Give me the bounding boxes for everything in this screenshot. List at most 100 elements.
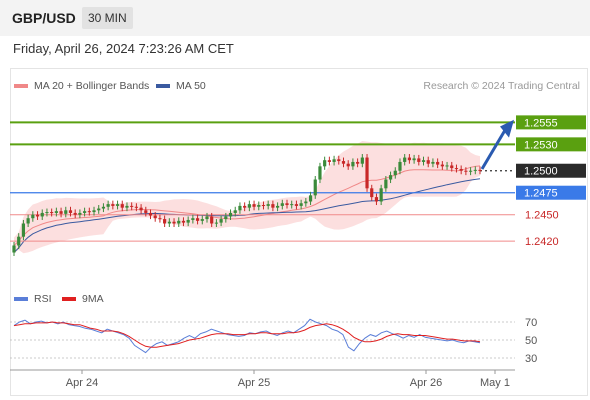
candle-body: [21, 223, 26, 237]
candle-body: [346, 163, 350, 167]
legend-ma9: 9MA: [62, 293, 104, 305]
candle-body: [97, 208, 101, 211]
ma20-swatch: [14, 84, 28, 89]
candle-body: [351, 161, 355, 167]
candle-body: [290, 204, 294, 206]
candle-body: [191, 218, 195, 220]
level-tag-1.2530: [516, 137, 586, 152]
candle-body: [285, 203, 289, 206]
candle-body: [365, 157, 369, 189]
ma50-swatch: [156, 84, 170, 89]
candle-body: [379, 188, 383, 202]
level-tag-price: [516, 163, 586, 178]
candle-body: [87, 211, 91, 213]
candle-body: [388, 175, 393, 180]
bollinger-band: [14, 141, 480, 254]
candle-body: [101, 206, 106, 209]
candle-body: [308, 195, 313, 202]
candle-body: [403, 157, 407, 162]
ma9-swatch: [62, 297, 76, 302]
candle-body: [148, 212, 153, 216]
candle-body: [228, 212, 233, 217]
candle-body: [337, 159, 341, 162]
candle-body: [384, 179, 388, 189]
rsi-ma-line: [13, 321, 481, 348]
forecast-arrow-head: [500, 119, 514, 138]
candle-body: [144, 210, 148, 213]
candle-body: [454, 168, 459, 170]
candle-body: [374, 197, 379, 202]
candle-body: [224, 216, 228, 220]
candle-body: [92, 210, 96, 213]
candle-body: [421, 160, 426, 162]
candle-body: [186, 219, 190, 223]
candle-body: [398, 161, 402, 171]
legend-ma20-label: MA 20 + Bollinger Bands: [34, 80, 150, 92]
x-tick-label: Apr 26: [410, 377, 442, 389]
candle-body: [318, 166, 322, 180]
candle-body: [45, 212, 49, 214]
level-label-1.2475: 1.2475: [524, 188, 558, 200]
level-label-1.2450: 1.2450: [525, 210, 559, 222]
rsi-tick-label: 50: [525, 335, 537, 347]
candle-body: [130, 205, 134, 207]
candle-body: [195, 218, 200, 221]
candle-body: [54, 211, 58, 213]
ma20-line: [13, 165, 481, 246]
candle-body: [327, 160, 331, 162]
candle-body: [464, 170, 468, 172]
candle-body: [238, 205, 242, 211]
candle-body: [261, 205, 266, 207]
candle-body: [31, 214, 35, 219]
candle-body: [210, 216, 214, 224]
candle-body: [134, 206, 138, 208]
candle-body: [280, 203, 284, 206]
candle-body: [115, 204, 120, 206]
candle-body: [271, 204, 275, 208]
candle-body: [356, 161, 360, 164]
candle-body: [252, 204, 256, 207]
candle-body: [167, 221, 171, 224]
legend-ma50-label: MA 50: [176, 80, 206, 92]
x-tick-label: May 1: [480, 377, 510, 389]
legend-ma9-label: 9MA: [82, 293, 104, 305]
level-label-1.2420: 1.2420: [525, 236, 559, 248]
candle-body: [177, 220, 181, 224]
candle-body: [431, 161, 435, 164]
legend-rsi-label: RSI: [34, 293, 52, 305]
candle-body: [78, 212, 82, 215]
candle-body: [243, 205, 247, 208]
candle-body: [370, 188, 374, 198]
candle-body: [275, 205, 280, 208]
level-label-1.2555: 1.2555: [524, 117, 558, 129]
candle-body: [125, 205, 129, 208]
candle-body: [247, 204, 251, 208]
candle-body: [393, 170, 397, 176]
candle-body: [407, 157, 411, 161]
candle-body: [106, 204, 110, 207]
candle-body: [200, 219, 204, 221]
candle-body: [299, 203, 303, 206]
candle-body: [59, 211, 63, 214]
x-tick-label: Apr 25: [238, 377, 270, 389]
candle-body: [313, 179, 317, 196]
timeframe-badge[interactable]: 30 MIN: [82, 7, 133, 29]
candle-body: [360, 157, 364, 164]
candle-body: [153, 215, 157, 219]
candle-body: [12, 245, 16, 253]
candle-body: [64, 210, 68, 214]
candle-body: [205, 216, 209, 220]
candle-body: [440, 164, 444, 167]
candle-body: [83, 211, 87, 213]
candle-body: [436, 161, 440, 165]
candle-body: [450, 165, 454, 169]
candle-body: [233, 210, 237, 213]
candle-body: [17, 236, 21, 246]
level-tag-1.2475: [516, 185, 586, 200]
candle-body: [304, 201, 308, 204]
candle-body: [426, 160, 430, 164]
candle-body: [294, 204, 299, 206]
candle-body: [445, 165, 449, 167]
candle-body: [478, 169, 482, 171]
